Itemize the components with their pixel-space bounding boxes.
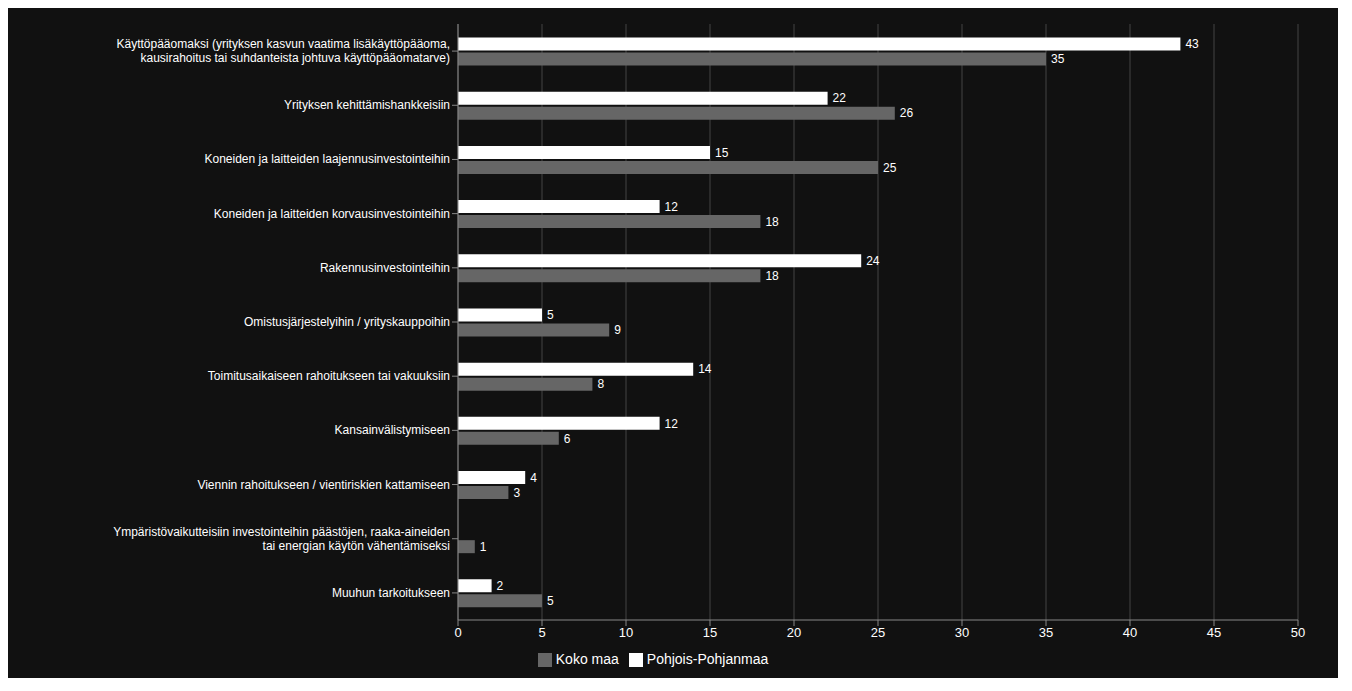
- html-text:Koko maa: Koko maa: [555, 651, 619, 667]
- svg-text:5: 5: [547, 308, 554, 322]
- svg-text:30: 30: [955, 625, 969, 640]
- svg-text:15: 15: [703, 625, 717, 640]
- svg-text:Omistusjärjestelyihin / yritys: Omistusjärjestelyihin / yrityskauppoihin: [244, 315, 450, 329]
- svg-text:Käyttöpääomaksi (yrityksen kas: Käyttöpääomaksi (yrityksen kasvun vaatim…: [117, 37, 451, 65]
- svg-text:15: 15: [715, 146, 729, 160]
- svg-text:18: 18: [765, 269, 779, 283]
- svg-text:6: 6: [564, 432, 571, 446]
- svg-text:35: 35: [1051, 52, 1065, 66]
- svg-text:26: 26: [900, 106, 914, 120]
- svg-text:12: 12: [665, 200, 679, 214]
- svg-text:8: 8: [597, 377, 604, 391]
- svg-text:Ympäristövaikutteisiin investo: Ympäristövaikutteisiin investointeihin p…: [113, 525, 450, 553]
- svg-text:Muuhun tarkoitukseen: Muuhun tarkoitukseen: [332, 586, 450, 600]
- svg-text:22: 22: [833, 91, 847, 105]
- svg-text:43: 43: [1185, 37, 1199, 51]
- svg-text:25: 25: [883, 161, 897, 175]
- svg-text:20: 20: [787, 625, 801, 640]
- svg-text:25: 25: [871, 625, 885, 640]
- svg-text:Koneiden ja laitteiden laajenn: Koneiden ja laitteiden laajennusinvestoi…: [204, 152, 450, 166]
- svg-text:Yrityksen kehittämishankkeisii: Yrityksen kehittämishankkeisiin: [284, 98, 450, 112]
- svg-text:3: 3: [513, 486, 520, 500]
- svg-text:24: 24: [866, 254, 880, 268]
- svg-text:Koneiden ja laitteiden korvaus: Koneiden ja laitteiden korvausinvestoint…: [214, 207, 450, 221]
- svg-text:50: 50: [1291, 625, 1305, 640]
- svg-text:4: 4: [530, 471, 537, 485]
- svg-text:9: 9: [614, 323, 621, 337]
- svg-text:Kansainvälistymiseen: Kansainvälistymiseen: [335, 423, 450, 437]
- svg-text:Rakennusinvestointeihin: Rakennusinvestointeihin: [320, 261, 450, 275]
- svg-text:40: 40: [1123, 625, 1137, 640]
- svg-text:12: 12: [665, 417, 679, 431]
- svg-text:10: 10: [619, 625, 633, 640]
- svg-text:18: 18: [765, 215, 779, 229]
- svg-text:Toimitusaikaiseen rahoitukseen: Toimitusaikaiseen rahoitukseen tai vakuu…: [208, 369, 450, 383]
- svg-text:14: 14: [698, 362, 712, 376]
- svg-text:1: 1: [480, 540, 487, 554]
- html-text:Pohjois-Pohjanmaa: Pohjois-Pohjanmaa: [646, 651, 769, 667]
- svg-text:2: 2: [497, 579, 504, 593]
- svg-text:0: 0: [454, 625, 461, 640]
- svg-text:Viennin rahoitukseen / vientir: Viennin rahoitukseen / vientiriskien kat…: [197, 478, 450, 492]
- svg-text:5: 5: [538, 625, 545, 640]
- svg-text:35: 35: [1039, 625, 1053, 640]
- svg-text:5: 5: [547, 594, 554, 608]
- svg-text:45: 45: [1207, 625, 1221, 640]
